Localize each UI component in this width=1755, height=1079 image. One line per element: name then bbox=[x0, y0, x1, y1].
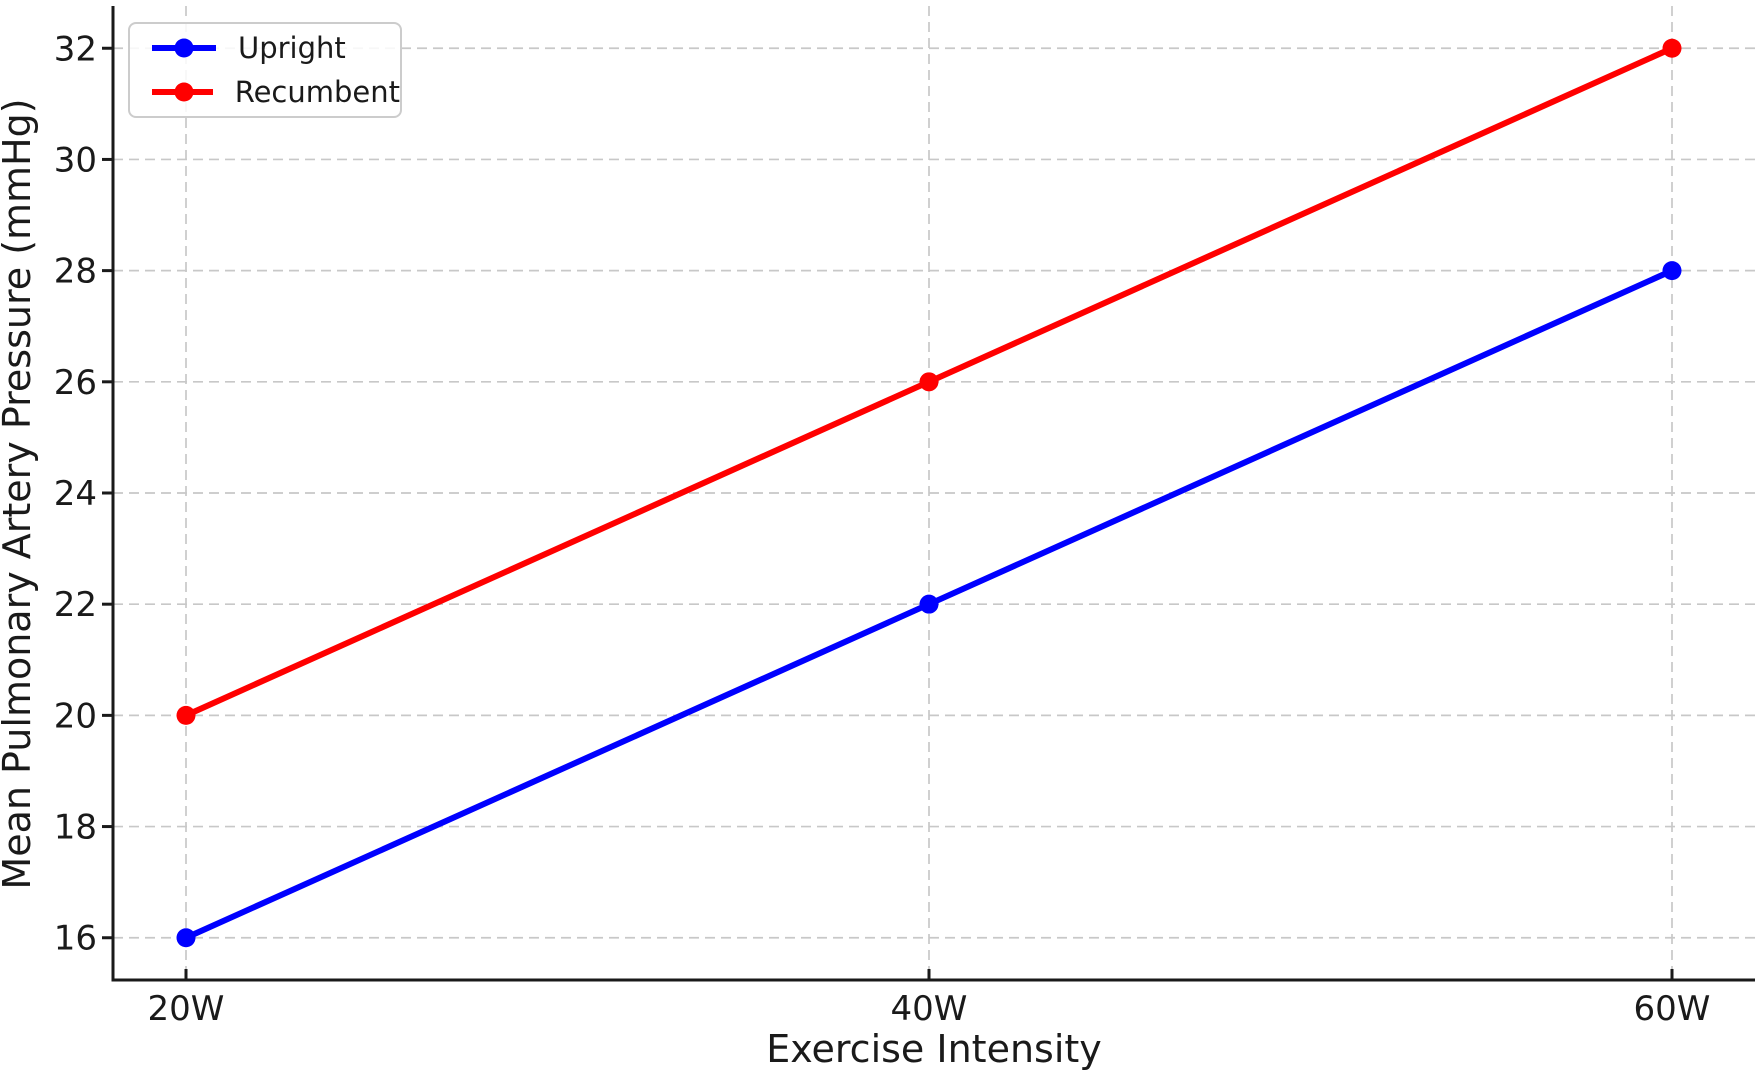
legend-item-upright: Upright bbox=[152, 26, 400, 70]
y-tick-label: 20 bbox=[54, 696, 97, 736]
y-axis-title: Mean Pulmonary Artery Pressure (mmHg) bbox=[0, 98, 39, 889]
legend-label: Recumbent bbox=[234, 74, 400, 109]
y-tick-label: 22 bbox=[54, 585, 97, 625]
x-tick-label: 60W bbox=[1634, 989, 1711, 1029]
tick-marks bbox=[102, 46, 1674, 980]
x-tick-label: 20W bbox=[148, 989, 225, 1029]
y-tick-label: 16 bbox=[54, 919, 97, 959]
x-axis-title: Exercise Intensity bbox=[766, 1027, 1102, 1071]
x-tick-label: 40W bbox=[891, 989, 968, 1029]
data-point-upright-20w bbox=[176, 928, 196, 948]
data-point-recumbent-20w bbox=[176, 705, 196, 725]
y-tick-label: 28 bbox=[54, 252, 97, 292]
y-tick-label: 26 bbox=[54, 363, 97, 403]
data-point-upright-60w bbox=[1662, 261, 1682, 281]
tick-labels: 16 18 20 22 24 26 28 30 32 20W 40W 60W bbox=[54, 29, 1711, 1029]
legend: Upright Recumbent bbox=[128, 22, 402, 118]
legend-label: Upright bbox=[238, 30, 346, 65]
y-tick-label: 30 bbox=[54, 140, 97, 180]
data-series bbox=[176, 38, 1682, 948]
y-tick-label: 18 bbox=[54, 808, 97, 848]
legend-marker-upright bbox=[152, 38, 216, 58]
legend-marker-recumbent bbox=[152, 82, 213, 102]
gridlines bbox=[113, 6, 1755, 980]
y-tick-label: 32 bbox=[54, 29, 97, 69]
data-point-recumbent-60w bbox=[1662, 38, 1682, 58]
legend-item-recumbent: Recumbent bbox=[152, 70, 400, 114]
data-point-upright-40w bbox=[919, 594, 939, 614]
y-tick-label: 24 bbox=[54, 474, 97, 514]
data-point-recumbent-40w bbox=[919, 372, 939, 392]
